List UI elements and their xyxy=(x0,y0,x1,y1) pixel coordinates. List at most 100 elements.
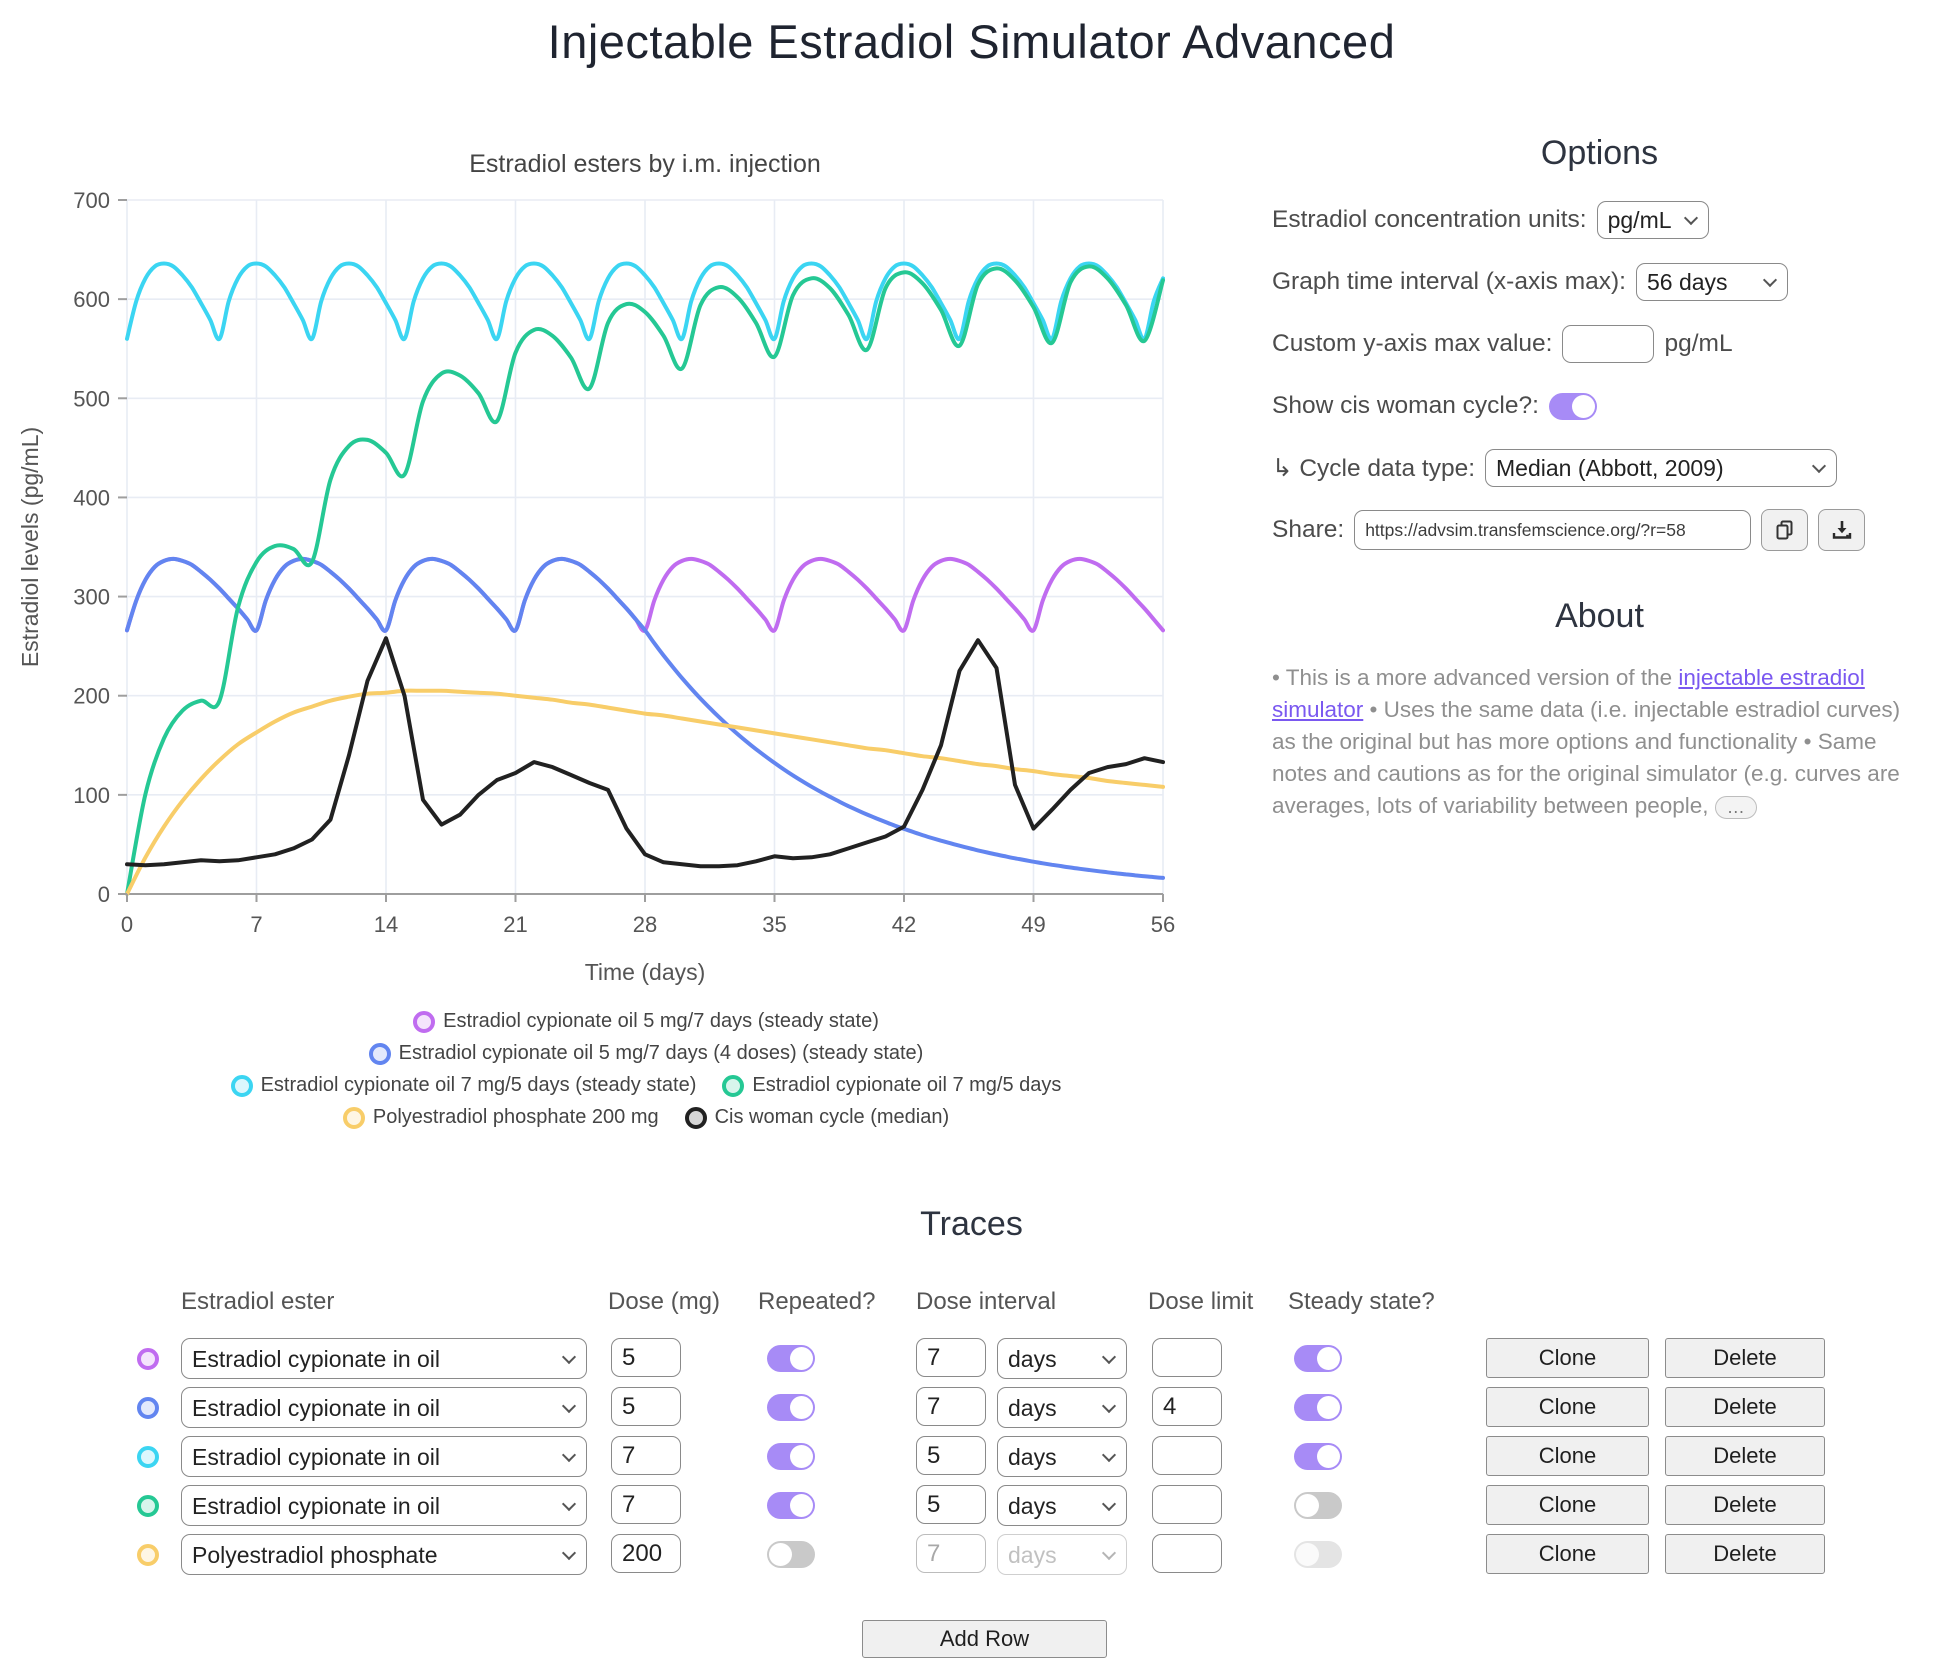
ester-select[interactable]: Estradiol cypionate in oil xyxy=(181,1338,587,1379)
cis-cycle-toggle[interactable] xyxy=(1548,392,1597,420)
ester-select[interactable]: Estradiol cypionate in oil xyxy=(181,1485,587,1526)
delete-button[interactable]: Delete xyxy=(1665,1387,1825,1427)
steady-state-toggle[interactable] xyxy=(1294,1541,1342,1568)
interval-input[interactable] xyxy=(916,1534,986,1573)
svg-text:600: 600 xyxy=(73,287,110,312)
estradiol-chart: Estradiol esters by i.m. injection 0 7 14 21… xyxy=(17,150,1175,985)
steady-state-toggle[interactable] xyxy=(1294,1345,1342,1372)
interval-unit-select[interactable]: days xyxy=(997,1338,1127,1379)
download-icon xyxy=(1832,521,1851,539)
header-dose-interval: Dose interval xyxy=(916,1288,1057,1315)
clone-button[interactable]: Clone xyxy=(1486,1387,1649,1427)
copy-link-button[interactable] xyxy=(1761,509,1809,551)
steady-state-toggle[interactable] xyxy=(1294,1492,1342,1519)
dose-limit-input[interactable] xyxy=(1152,1338,1222,1377)
svg-text:400: 400 xyxy=(73,485,110,510)
ester-select[interactable]: Estradiol cypionate in oil xyxy=(181,1436,587,1477)
ester-select-wrap: Estradiol cypionate in oil xyxy=(181,1387,587,1428)
steady-state-toggle[interactable] xyxy=(1294,1394,1342,1421)
ester-select-wrap: Estradiol cypionate in oil xyxy=(181,1338,587,1379)
trace-row: Estradiol cypionate in oil days Clone De… xyxy=(130,1436,1890,1478)
repeated-toggle[interactable] xyxy=(767,1345,815,1372)
trace-row: Estradiol cypionate in oil days Clone De… xyxy=(130,1485,1890,1527)
trace-color-marker xyxy=(137,1397,159,1419)
share-label: Share: xyxy=(1272,516,1345,543)
dose-input[interactable] xyxy=(611,1436,681,1475)
series-estradiol-cypionate-oil-7-mg-5-days-steady-state- xyxy=(125,261,1165,342)
cycle-data-type-select[interactable]: Median (Abbott, 2009) xyxy=(1485,449,1838,487)
legend-item[interactable]: Cis woman cycle (median) xyxy=(684,1106,949,1129)
copy-icon xyxy=(1776,520,1793,540)
ester-select[interactable]: Estradiol cypionate in oil xyxy=(181,1387,587,1428)
legend-marker-icon xyxy=(684,1106,707,1129)
delete-button[interactable]: Delete xyxy=(1665,1436,1825,1476)
about-expand-button[interactable]: … xyxy=(1714,795,1757,819)
trace-row: Estradiol cypionate in oil days Clone De… xyxy=(130,1387,1890,1429)
svg-text:7: 7 xyxy=(250,912,262,937)
delete-button[interactable]: Delete xyxy=(1665,1338,1825,1378)
ester-select[interactable]: Polyestradiol phosphate xyxy=(181,1534,587,1575)
about-text-start: • This is a more advanced version of the xyxy=(1272,665,1679,690)
dose-limit-input[interactable] xyxy=(1152,1485,1222,1524)
repeated-toggle[interactable] xyxy=(767,1394,815,1421)
add-row-button[interactable]: Add Row xyxy=(862,1620,1107,1658)
chart-title: Estradiol esters by i.m. injection xyxy=(469,150,821,178)
legend-item[interactable]: Estradiol cypionate oil 7 mg/5 days (ste… xyxy=(230,1074,697,1097)
injectable-estradiol-simulator-link[interactable]: injectable estradiol simulator xyxy=(1272,665,1865,722)
option-cycle-row: Show cis woman cycle?: xyxy=(1272,385,1927,427)
legend-label: Estradiol cypionate oil 5 mg/7 days (4 d… xyxy=(398,1042,924,1064)
clone-button[interactable]: Clone xyxy=(1486,1436,1649,1476)
trace-color-marker xyxy=(137,1446,159,1468)
clone-button[interactable]: Clone xyxy=(1486,1338,1649,1378)
interval-input[interactable] xyxy=(916,1338,986,1377)
series-cis-woman-cycle-median- xyxy=(125,636,1165,869)
ymax-units-suffix: pg/mL xyxy=(1664,330,1733,357)
legend-item[interactable]: Estradiol cypionate oil 7 mg/5 days xyxy=(722,1074,1061,1097)
ymax-input[interactable] xyxy=(1562,325,1655,363)
trace-color-marker xyxy=(137,1348,159,1370)
delete-button[interactable]: Delete xyxy=(1665,1485,1825,1525)
interval-unit-select[interactable]: days xyxy=(997,1387,1127,1428)
ymax-label: Custom y-axis max value: xyxy=(1272,330,1553,357)
delete-button[interactable]: Delete xyxy=(1665,1534,1825,1574)
trace-color-marker xyxy=(137,1544,159,1566)
dose-limit-input[interactable] xyxy=(1152,1534,1222,1573)
legend-label: Estradiol cypionate oil 7 mg/5 days (ste… xyxy=(260,1074,697,1096)
dose-input[interactable] xyxy=(611,1387,681,1426)
interval-unit-select[interactable]: days xyxy=(997,1485,1127,1526)
dose-limit-input[interactable] xyxy=(1152,1387,1222,1426)
dose-limit-input[interactable] xyxy=(1152,1436,1222,1475)
legend-item[interactable]: Polyestradiol phosphate 200 mg xyxy=(342,1106,659,1129)
dose-input[interactable] xyxy=(611,1338,681,1377)
legend-item[interactable]: Estradiol cypionate oil 5 mg/7 days (ste… xyxy=(413,1010,879,1033)
units-select[interactable]: pg/mL xyxy=(1596,201,1709,239)
repeated-toggle[interactable] xyxy=(767,1443,815,1470)
repeated-toggle[interactable] xyxy=(767,1541,815,1568)
repeated-toggle[interactable] xyxy=(767,1492,815,1519)
interval-input[interactable] xyxy=(916,1436,986,1475)
series-estradiol-cypionate-oil-5-mg-7-days-4-doses-steady-state- xyxy=(125,556,1165,880)
dose-input[interactable] xyxy=(611,1534,681,1573)
interval-unit-select[interactable]: days xyxy=(997,1436,1127,1477)
trace-row: Estradiol cypionate in oil days Clone De… xyxy=(130,1338,1890,1380)
interval-input[interactable] xyxy=(916,1387,986,1426)
dose-input[interactable] xyxy=(611,1485,681,1524)
share-url-input[interactable] xyxy=(1354,510,1752,550)
legend-marker-icon xyxy=(722,1074,745,1097)
clone-button[interactable]: Clone xyxy=(1486,1534,1649,1574)
legend-marker-icon xyxy=(368,1042,391,1065)
interval-unit-select-wrap: days xyxy=(997,1436,1127,1477)
cycle-data-type-label: ↳ Cycle data type: xyxy=(1272,455,1476,482)
svg-text:35: 35 xyxy=(762,912,786,937)
interval-unit-select[interactable]: days xyxy=(997,1534,1127,1575)
clone-button[interactable]: Clone xyxy=(1486,1485,1649,1525)
interval-input[interactable] xyxy=(916,1485,986,1524)
steady-state-toggle[interactable] xyxy=(1294,1443,1342,1470)
download-image-button[interactable] xyxy=(1818,509,1866,551)
options-heading: Options xyxy=(1540,134,1659,172)
legend-item[interactable]: Estradiol cypionate oil 5 mg/7 days (4 d… xyxy=(368,1042,924,1065)
series-estradiol-cypionate-oil-5-mg-7-days-steady-state- xyxy=(125,556,1165,633)
legend-marker-icon xyxy=(230,1074,253,1097)
svg-text:300: 300 xyxy=(73,585,110,610)
graph-interval-select[interactable]: 56 days xyxy=(1635,263,1788,301)
